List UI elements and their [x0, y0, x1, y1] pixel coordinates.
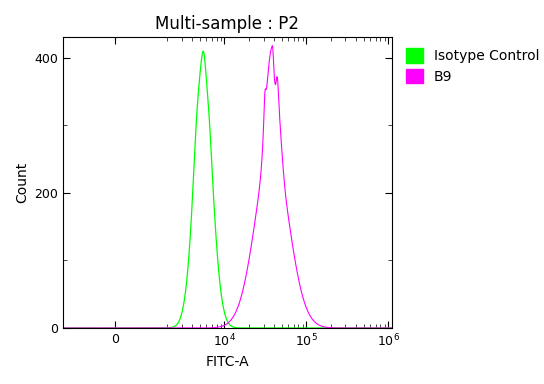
X-axis label: FITC-A: FITC-A: [206, 355, 249, 369]
Legend: Isotype Control, B9: Isotype Control, B9: [402, 44, 543, 88]
Y-axis label: Count: Count: [15, 162, 29, 203]
Title: Multi-sample : P2: Multi-sample : P2: [156, 15, 300, 33]
